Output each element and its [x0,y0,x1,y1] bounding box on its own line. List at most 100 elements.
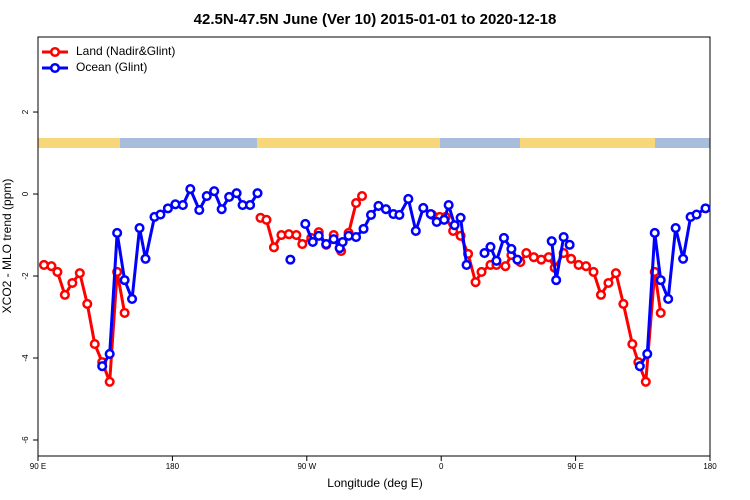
y-tick-label: -6 [21,436,30,444]
y-tick-label: -4 [21,354,30,362]
data-point [307,236,318,248]
data-point [461,259,472,270]
data-point [521,248,532,259]
data-point [485,241,496,252]
data-point [581,261,592,272]
data-point [194,204,205,216]
legend-label: Land (Nadir&Glint) [76,44,175,58]
data-point [89,339,100,350]
legend-marker [49,62,61,74]
data-point [455,212,466,223]
data-point [634,361,645,372]
data-point [498,232,509,243]
x-tick-label: 0 [439,462,444,471]
data-point [564,239,575,250]
data-point [155,209,166,220]
data-point [321,238,332,250]
series-line [43,195,663,383]
data-point [104,348,115,359]
x-tick-label: 90 W [297,462,316,471]
data-point [261,214,272,225]
data-point [134,223,145,234]
data-point [252,188,263,199]
data-point [403,193,414,204]
data-point [313,230,324,241]
data-point [104,376,115,387]
data-point [285,254,296,265]
data-point [291,229,302,241]
data-point [201,191,212,202]
data-point [297,238,308,250]
data-point [546,236,557,247]
data-point [67,277,78,289]
data-point [655,307,666,318]
data-point [439,214,450,225]
y-tick-label: 2 [21,109,30,114]
data-point [418,202,429,214]
x-tick-label: 90 E [30,462,46,471]
data-point [351,232,362,243]
data-point [112,227,123,239]
data-point [543,252,554,263]
data-point [357,191,368,202]
data-point [627,339,638,350]
data-point [300,218,311,230]
data-point [479,248,490,259]
data-point [410,225,421,236]
data-point [97,361,108,372]
data-point [691,209,702,220]
legend: Land (Nadir&Glint) Ocean (Glint) [42,44,175,74]
data-point [119,307,130,318]
data-point [358,223,369,234]
data-point [59,289,70,300]
data-point [425,209,436,220]
data-point [649,227,660,239]
data-point [216,204,227,215]
data-point [678,253,689,264]
data-point [74,268,85,279]
data-point [558,232,569,243]
data-point [177,200,188,211]
data-point [380,204,391,215]
land-ocean-strip [38,138,710,148]
data-point [140,253,151,264]
data-point [185,184,196,195]
data-point [394,209,405,220]
data-point [449,220,460,231]
data-point [670,223,681,234]
legend-marker [49,46,61,58]
data-point [46,261,57,272]
chart-title: 42.5N-47.5N June (Ver 10) 2015-01-01 to … [194,11,557,28]
data-point [351,197,362,209]
data-point [603,277,614,289]
data-point [470,277,481,288]
legend-label: Ocean (Glint) [76,60,147,74]
data-point [365,209,377,220]
data-point [500,261,511,272]
x-tick-label: 180 [703,462,717,471]
data-point [127,293,138,305]
data-point [642,348,653,359]
data-point [506,243,517,255]
plot-frame [37,36,711,457]
data-point [640,376,651,387]
data-point [595,289,607,300]
y-axis-label: XCO2 - MLO trend (ppm) [0,179,14,314]
data-point [443,200,454,211]
data-point [551,275,562,286]
data-point [610,268,621,279]
data-point [663,293,674,305]
data-point [618,298,629,309]
y-tick-label: -2 [21,272,30,280]
data-point [268,242,279,253]
data-point [231,188,242,199]
data-point [52,266,63,277]
data-point [655,275,666,286]
data-point [119,275,130,286]
data-point [491,255,502,266]
data-point [512,254,523,265]
data-point [162,203,173,214]
data-point [224,191,235,202]
data-point [700,203,711,214]
